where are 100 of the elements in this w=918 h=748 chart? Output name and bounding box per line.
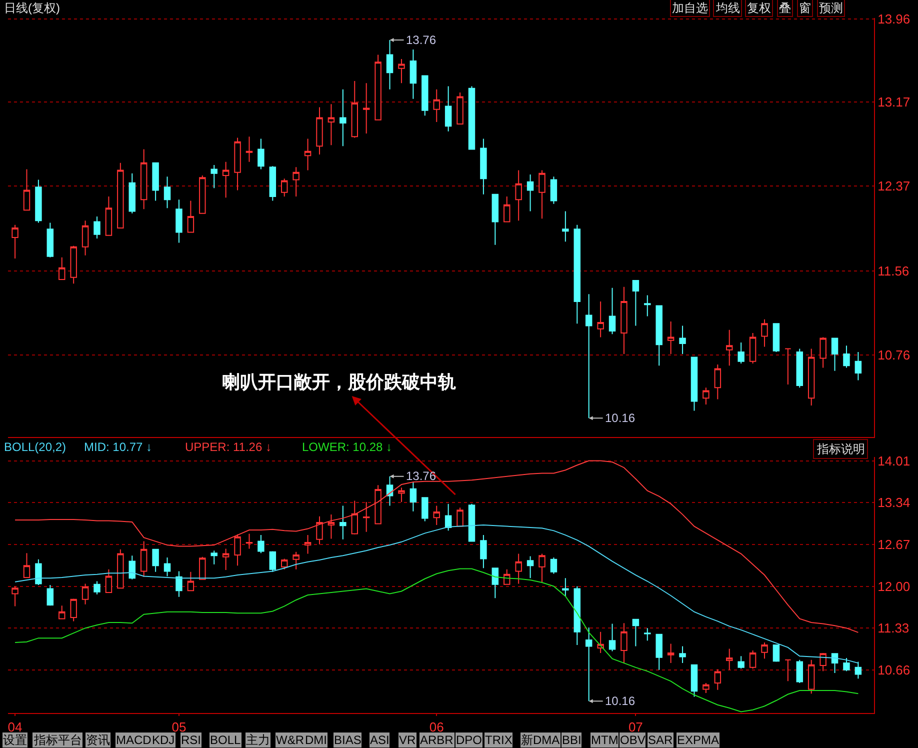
candlestick [292,551,300,570]
text: 主力 [246,733,270,747]
candlestick [644,294,651,317]
candlestick [667,643,674,664]
candlestick [585,294,592,419]
candlestick [562,210,569,242]
candlestick [656,305,662,366]
candlestick [269,550,276,572]
candlestick [304,138,312,171]
candlestick [444,86,452,132]
candlestick [714,668,722,690]
candlestick [258,138,264,170]
candlestick [632,280,640,326]
candlestick [94,580,100,595]
candlestick [456,92,464,125]
candlestick [199,556,206,580]
candlestick [246,533,253,550]
candlestick [152,548,159,572]
candlestick [772,323,780,352]
candlestick [726,329,733,366]
candlestick [398,487,405,502]
annotation: 10.16 [605,694,636,708]
candlestick [772,644,780,662]
candlestick [644,628,651,642]
candlestick [784,348,792,385]
text: DPO [456,733,482,747]
candlestick [386,40,394,90]
candlestick [46,222,54,258]
candlestick [23,168,30,211]
chart-title: BOLL(20,2) [4,440,66,454]
candlestick [574,586,581,646]
candlestick [761,318,768,348]
line-series [14,460,859,633]
candlestick [128,172,136,214]
candlestick [422,497,428,522]
x-tick-label: 05 [172,720,186,735]
candlestick [492,568,499,599]
text: DMI [305,733,327,747]
candlestick [374,484,382,524]
candlestick [738,656,744,670]
line-series [14,568,859,712]
text: 窗 [799,1,811,15]
text: RSI [181,733,202,747]
candlestick [222,548,230,571]
candlestick [504,196,510,222]
candlestick [690,664,698,698]
candlestick [362,501,370,532]
y-tick-label: 10.66 [878,662,910,678]
text: 均线 [715,1,740,15]
candlestick [468,86,476,150]
candlestick [726,648,733,670]
candlestick [176,570,182,598]
candlestick [351,500,358,535]
candlestick [187,571,194,592]
candlestick [574,224,581,324]
text: W&R [276,733,304,747]
candlestick [620,286,628,355]
candlestick [738,342,744,364]
candlestick [82,220,89,256]
candlestick [410,481,417,512]
candlestick [340,88,346,147]
candlestick [820,652,826,672]
candlestick [234,534,241,566]
candlestick [351,80,358,138]
x-tick-label: 06 [429,720,444,735]
annotation: 13.76 [406,33,436,47]
candlestick [58,605,66,620]
candlestick [140,148,148,210]
candlestick [199,175,206,214]
candlestick [831,653,838,674]
candlestick [656,634,662,670]
candlestick [784,659,792,682]
candlestick [796,659,804,684]
candlestick [281,178,288,198]
text: SAR [648,733,674,747]
candlestick [808,659,815,694]
candlestick [796,348,804,388]
candlestick [117,162,124,229]
text: EXPMA [677,733,720,747]
candlestick [128,555,136,580]
x-tick-label: 07 [628,720,643,735]
candlestick [46,584,54,606]
y-tick-label: 14.01 [878,453,910,468]
candlestick [538,170,546,220]
candlestick [328,514,335,540]
candlestick [140,540,148,578]
text: 新DMA [521,733,560,747]
candlestick [105,196,112,236]
text: 复权 [747,1,771,15]
text: 设置 [3,733,27,747]
candlestick [690,356,698,412]
candlestick [433,88,440,122]
y-tick-label: 12.37 [878,178,910,194]
candlestick [492,194,499,246]
candlestick [714,364,722,400]
text: UPPER: 11.26 ↓ [185,440,272,454]
candlestick [831,338,838,372]
candlestick [246,136,253,162]
candlestick [820,336,826,368]
candlestick [702,682,710,694]
